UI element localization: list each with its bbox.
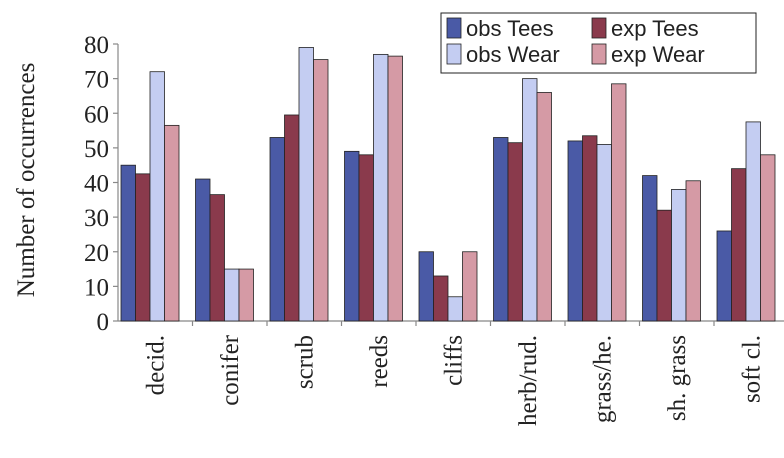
legend-swatch-exp-wear — [591, 43, 607, 65]
legend-label-obs-wear: obs Wear — [466, 42, 560, 67]
bar-exp-wear-1 — [164, 124, 180, 322]
y-tick-label: 40 — [84, 171, 109, 198]
x-tick-label: grass/he. — [589, 335, 616, 423]
bar-exp-tees-4 — [358, 154, 374, 322]
x-tick-label: cliffs — [440, 335, 467, 386]
legend-swatch-obs-wear — [446, 43, 462, 65]
bar-obs-wear-2 — [224, 268, 240, 322]
x-tick-label: herb/rud. — [515, 335, 542, 426]
bar-exp-wear-5 — [462, 251, 478, 322]
legend-swatch-obs-tees — [446, 17, 462, 39]
bar-obs-tees-1 — [120, 164, 136, 322]
bar-exp-wear-6 — [536, 92, 552, 322]
bar-obs-wear-6 — [522, 78, 538, 322]
bar-exp-tees-1 — [135, 173, 151, 322]
bar-obs-tees-8 — [642, 175, 658, 322]
legend-label-exp-wear: exp Wear — [611, 42, 705, 67]
y-tick-label: 50 — [84, 136, 109, 163]
x-tick-label: reeds — [366, 335, 393, 388]
y-tick-label: 10 — [84, 274, 109, 301]
bar-exp-wear-2 — [238, 268, 254, 322]
bar-obs-wear-4 — [373, 53, 389, 322]
bar-exp-wear-3 — [313, 59, 329, 322]
bar-exp-tees-5 — [433, 275, 449, 322]
bar-exp-tees-3 — [284, 114, 300, 322]
y-tick-label: 20 — [84, 240, 109, 267]
legend-label-exp-tees: exp Tees — [611, 16, 699, 41]
bar-exp-tees-9 — [731, 168, 747, 322]
bar-obs-tees-7 — [567, 140, 583, 322]
legend: obs Tees exp Tees obs Wear exp Wear — [440, 12, 757, 74]
bar-exp-wear-7 — [611, 83, 627, 322]
plot-area: 0 10 20 30 40 50 60 70 80 decid. conifer scrub reeds… — [84, 32, 784, 426]
y-tick-label: 70 — [84, 67, 109, 94]
y-tick-label: 80 — [84, 32, 109, 59]
legend-label-obs-tees: obs Tees — [466, 16, 554, 41]
bar-obs-wear-8 — [671, 189, 687, 322]
bar-obs-wear-1 — [149, 71, 165, 322]
x-tick-label: sh. grass — [664, 335, 691, 421]
bar-obs-tees-9 — [716, 230, 732, 322]
x-tick-label: decid. — [142, 335, 169, 395]
bar-obs-tees-3 — [269, 137, 285, 322]
bar-exp-tees-8 — [656, 209, 672, 322]
bar-exp-wear-9 — [760, 154, 776, 322]
bar-exp-tees-7 — [582, 135, 598, 322]
bar-obs-tees-5 — [418, 251, 434, 322]
y-tick-label: 30 — [84, 205, 109, 232]
x-tick-label: conifer — [217, 334, 244, 405]
x-tick-label: scrub — [291, 335, 318, 389]
bar-obs-wear-3 — [298, 47, 314, 322]
bar-obs-wear-5 — [447, 296, 463, 322]
x-tick-label: soft cl. — [738, 335, 765, 403]
bar-obs-wear-7 — [596, 144, 612, 322]
y-axis-label: Number of occurrences — [13, 63, 40, 298]
bar-exp-wear-4 — [387, 55, 403, 322]
bar-obs-tees-2 — [195, 178, 211, 322]
bar-exp-wear-8 — [685, 180, 701, 322]
bar-exp-tees-6 — [507, 142, 523, 322]
bar-obs-wear-9 — [745, 121, 761, 322]
bar-obs-tees-6 — [493, 137, 509, 322]
y-tick-label: 0 — [97, 309, 110, 336]
legend-swatch-exp-tees — [591, 17, 607, 39]
y-tick-label: 60 — [84, 101, 109, 128]
bar-exp-tees-2 — [209, 194, 225, 322]
bar-obs-tees-4 — [344, 150, 360, 322]
